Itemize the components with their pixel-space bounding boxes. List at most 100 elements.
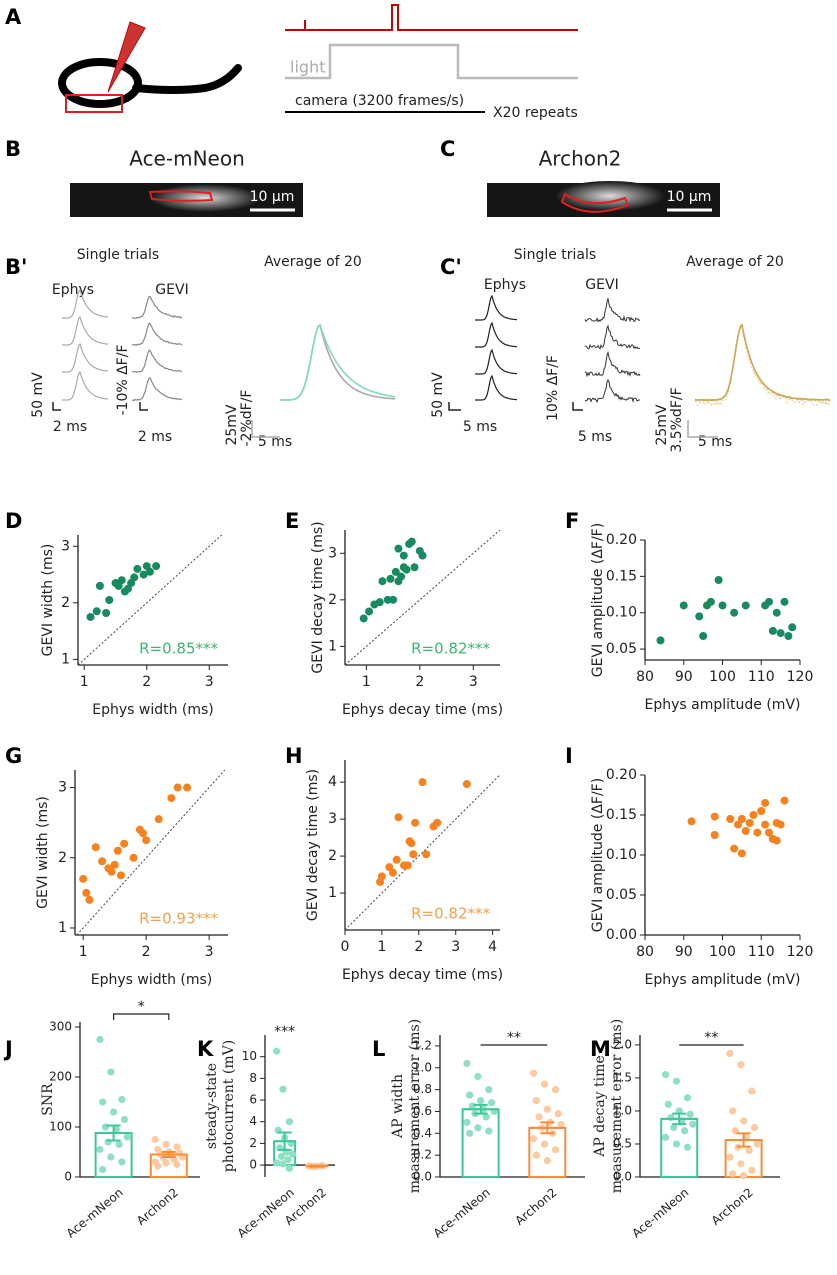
point [730, 608, 739, 617]
section-label: Ephys [484, 277, 526, 293]
point [730, 844, 739, 853]
y-tick-label: 4 [328, 774, 337, 790]
x-tick-label: 3 [451, 939, 460, 955]
x-tick-label: Ace-mNeon [629, 1185, 691, 1240]
x-tick-label: 0 [341, 939, 350, 955]
point [463, 1059, 471, 1067]
point [656, 636, 665, 645]
point [745, 819, 754, 827]
point [99, 1165, 107, 1174]
point [551, 1146, 560, 1154]
y-tick-label: 2 [249, 1136, 257, 1150]
point [689, 1120, 697, 1128]
point [664, 1100, 672, 1108]
scale-label: 5 ms [698, 434, 732, 450]
y-tick-label: 3 [328, 545, 337, 561]
point [279, 1085, 287, 1093]
x-tick-label: 90 [675, 669, 693, 685]
point [389, 595, 398, 604]
trace [131, 376, 183, 402]
section-label: Ephys [52, 282, 94, 298]
point [110, 860, 119, 869]
point [745, 1146, 753, 1155]
point [86, 612, 95, 621]
point [737, 815, 746, 823]
y-tick-label: 0.0 [613, 1170, 632, 1184]
y-tick-label: 8 [249, 1071, 257, 1085]
point [162, 1140, 170, 1149]
y-tick-label: 0 [64, 1170, 72, 1184]
panel-letter: F [565, 509, 579, 533]
y-tick-label: 1 [328, 638, 337, 654]
x-axis-label: Ephys width (ms) [92, 702, 214, 718]
panel-letter: K [197, 1037, 214, 1061]
trace [131, 349, 183, 373]
point [105, 596, 114, 604]
point [477, 1096, 485, 1105]
significance: * [138, 999, 145, 1015]
point [133, 564, 142, 573]
point [776, 629, 785, 638]
soma [58, 58, 142, 108]
identity-line [76, 769, 226, 936]
y-axis-label: AP width [390, 1074, 406, 1139]
point [699, 632, 708, 640]
x-tick-label: 1 [362, 674, 371, 690]
y-axis-label: GEVI decay time (ms) [305, 769, 321, 921]
point [107, 1068, 115, 1076]
section-label: GEVI [155, 282, 188, 298]
error-bar [306, 1164, 328, 1168]
traces [52, 288, 831, 438]
y-axis-label: measurement error (ms) [407, 1019, 423, 1193]
trace [584, 324, 641, 350]
y-tick-label: 0.10 [606, 605, 637, 621]
scale-bar [52, 402, 61, 411]
point [772, 836, 781, 845]
trace [131, 295, 183, 319]
y-tick-label: 0.15 [606, 807, 637, 823]
scale-label: 50 mV [30, 372, 46, 418]
x-tick-label: 3 [205, 674, 214, 690]
panel-letter: I [565, 744, 573, 768]
significance: ** [704, 1030, 718, 1046]
trace [62, 315, 109, 346]
point [485, 1127, 493, 1135]
roi [560, 192, 630, 213]
error-bar [274, 1131, 296, 1151]
point [110, 1108, 118, 1116]
point [365, 607, 374, 616]
x-tick-label: 90 [675, 944, 693, 960]
section-label: Single trials [514, 247, 596, 263]
point [154, 1162, 162, 1170]
y-tick-label: 0.05 [606, 887, 637, 903]
y-tick-label: 2 [61, 595, 70, 611]
y-axis-label: SNR [40, 1083, 56, 1116]
y-tick-label: 0.0 [413, 1170, 432, 1184]
point [98, 857, 107, 866]
x-tick-label: Archon2 [512, 1185, 559, 1228]
scale-label: 25mV [654, 404, 670, 445]
point [765, 597, 773, 606]
point [167, 794, 176, 803]
y-tick-label: 2 [58, 850, 67, 866]
point [285, 1118, 293, 1126]
point [530, 1135, 538, 1143]
significance: *** [274, 1024, 295, 1040]
roi [148, 190, 214, 202]
x-axis-label: Ephys decay time (ms) [342, 702, 503, 718]
point [740, 1172, 748, 1180]
significance: ** [507, 1030, 521, 1046]
point [433, 818, 442, 827]
stim-trace [285, 4, 578, 31]
point [96, 1145, 104, 1154]
y-tick-label: 0.20 [606, 532, 637, 548]
panel-letter: C [440, 137, 455, 161]
y-tick-label: 1 [328, 885, 337, 901]
trace [584, 298, 641, 323]
point [402, 565, 411, 574]
y-tick-label: 0.00 [606, 927, 637, 943]
point [765, 828, 773, 837]
y-tick-label: 6 [249, 1093, 257, 1107]
point [485, 1086, 493, 1094]
